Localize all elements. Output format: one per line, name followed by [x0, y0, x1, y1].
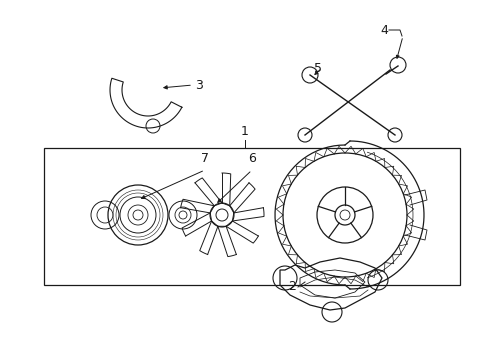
Text: 4: 4	[380, 23, 388, 36]
Bar	[44, 148, 460, 285]
Text: 2: 2	[288, 280, 296, 293]
Text: 7: 7	[201, 152, 209, 165]
Text: 5: 5	[314, 62, 322, 75]
Text: 3: 3	[195, 78, 203, 91]
Text: 1: 1	[241, 125, 249, 138]
Text: 6: 6	[248, 152, 256, 165]
